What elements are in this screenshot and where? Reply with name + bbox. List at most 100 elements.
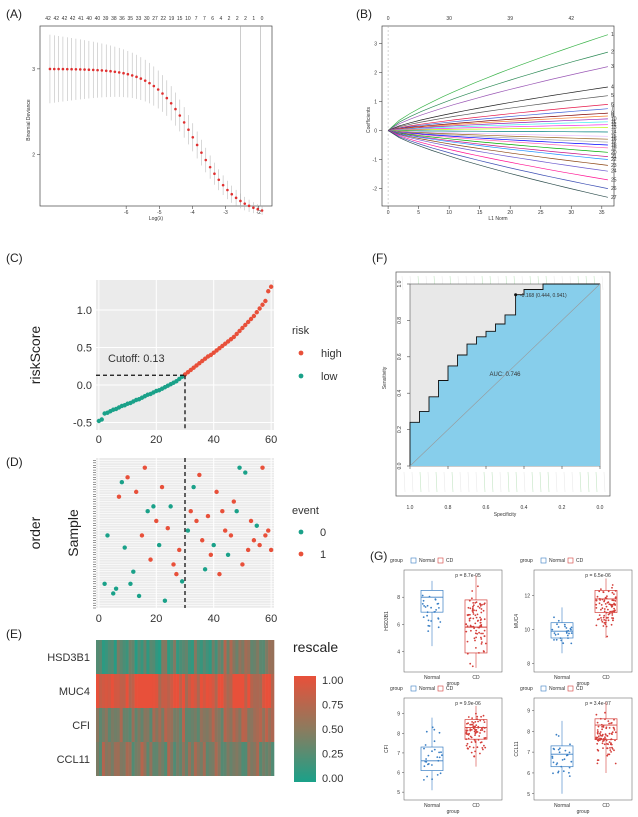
panel-d-point xyxy=(105,533,110,538)
panel-e-cell xyxy=(110,742,115,776)
panel-g-pvalue: p = 9.9e-06 xyxy=(455,701,481,707)
panel-g-pvalue: p = 6.5e-06 xyxy=(585,573,611,579)
panel-e-cell xyxy=(173,742,177,776)
panel-g-point xyxy=(478,735,481,737)
panel-c-point xyxy=(234,331,239,337)
panel-e-cell xyxy=(170,640,174,674)
panel-d-point xyxy=(116,494,122,499)
panel-c-xtick-label: 40 xyxy=(208,434,220,446)
panel-g-point xyxy=(610,751,612,753)
panel-g-point xyxy=(596,618,599,621)
panel-a-point xyxy=(74,68,78,71)
panel-e-cell xyxy=(96,708,100,742)
panel-b-xtick-label: 35 xyxy=(599,210,605,216)
panel-g-ytick-label: 7 xyxy=(527,750,530,756)
panel-e-cell xyxy=(101,708,106,742)
panel-g-point xyxy=(563,758,566,761)
panel-f-deco-tick xyxy=(539,471,542,493)
panel-f-xtick-label: 0.0 xyxy=(597,505,604,511)
panel-g-point xyxy=(477,585,479,588)
panel-g-point xyxy=(611,614,614,616)
panel-g-point xyxy=(476,632,478,635)
panel-g-point xyxy=(480,638,483,640)
panel-g-point xyxy=(474,750,476,753)
panel-g-point xyxy=(480,608,483,610)
panel-g-point xyxy=(427,754,430,757)
panel-f-deco-tick xyxy=(579,471,582,493)
panel-a-point xyxy=(109,69,112,73)
panel-b-path-index: 1 xyxy=(611,32,614,38)
panel-g-point xyxy=(562,770,565,773)
panel-g-point xyxy=(565,627,568,629)
panel-g-point xyxy=(596,736,599,739)
panel-g-frame xyxy=(403,569,503,673)
panel-g-point xyxy=(609,603,612,606)
panel-e-cell xyxy=(182,640,186,674)
panel-g-point xyxy=(472,722,475,724)
panel-a-xtick-label: -6 xyxy=(124,210,129,216)
panel-e-cell xyxy=(140,674,144,708)
panel-g-legend-normal-key xyxy=(540,685,547,692)
panel-f-deco-tick xyxy=(451,471,454,493)
panel-e-cell xyxy=(190,640,195,674)
panel-g-point xyxy=(568,775,571,777)
panel-b-xtick-label: 25 xyxy=(538,210,544,216)
panel-c-point xyxy=(257,306,262,311)
panel-g-ylabel: MUC4 xyxy=(514,614,520,628)
panel-g-point xyxy=(564,625,566,628)
panel-e-cell xyxy=(107,674,112,708)
panel-b-path-index: 9 xyxy=(611,114,614,120)
panel-g-ytick-label: 6 xyxy=(397,622,400,628)
panel-b-xtick-label: 20 xyxy=(507,210,513,216)
panel-g-point xyxy=(564,749,567,752)
panel-d-point xyxy=(191,484,196,490)
panel-g-point xyxy=(551,755,554,758)
panel-e-cell xyxy=(128,674,132,708)
panel-a-top-tick: 4 xyxy=(219,16,222,22)
panel-g-point xyxy=(602,724,605,727)
panel-g-point xyxy=(473,755,476,758)
panel-g-point xyxy=(604,738,607,740)
panel-g-point xyxy=(600,608,602,611)
panel-d-point xyxy=(174,571,179,577)
panel-g-point xyxy=(556,762,559,764)
panel-g-point xyxy=(567,629,570,632)
panel-f-deco-tick xyxy=(547,471,550,493)
panel-g-point xyxy=(476,718,478,720)
panel-g-point xyxy=(471,717,473,719)
panel-d-point xyxy=(211,542,216,548)
panel-e-cell xyxy=(187,708,192,742)
panel-e-cell xyxy=(235,708,239,742)
panel-f-xtick-label: 0.6 xyxy=(483,505,490,511)
panel-g-point xyxy=(476,746,479,749)
panel-e-cell xyxy=(256,674,260,708)
panel-g-ylabel: HSD3B1 xyxy=(384,611,390,631)
panel-f-ytick-label: 0.4 xyxy=(397,390,403,397)
panel-g-point xyxy=(476,715,479,718)
panel-g-legend-cd-key xyxy=(437,557,444,564)
panel-g-point xyxy=(482,719,485,721)
panel-g-point xyxy=(614,590,617,592)
panel-b-path-index: 23 xyxy=(611,163,617,169)
panel-g-point xyxy=(481,729,484,731)
panel-g-point xyxy=(472,617,475,620)
panel-a-point xyxy=(195,143,199,147)
panel-e-cell xyxy=(271,640,275,674)
panel-e-cell xyxy=(271,742,275,776)
panel-e-cell xyxy=(193,742,198,776)
panel-b-ylabel: Coefficients xyxy=(366,106,372,133)
panel-g-point xyxy=(595,737,597,740)
panel-e-cell xyxy=(125,674,129,708)
panel-g-point xyxy=(610,743,613,746)
panel-e-cell xyxy=(268,742,272,776)
panel-f-deco-tick xyxy=(523,471,526,493)
panel-e-cell xyxy=(128,708,132,742)
panel-e-cell xyxy=(208,742,212,776)
panel-g-point xyxy=(606,595,608,598)
panel-b-frame xyxy=(381,25,615,207)
panel-d-point xyxy=(222,528,228,533)
panel-f-deco-tick xyxy=(499,471,502,493)
panel-b-path-index: 19 xyxy=(611,145,617,151)
panel-b-xtick-label: 10 xyxy=(446,210,452,216)
panel-e-cell xyxy=(253,742,257,776)
